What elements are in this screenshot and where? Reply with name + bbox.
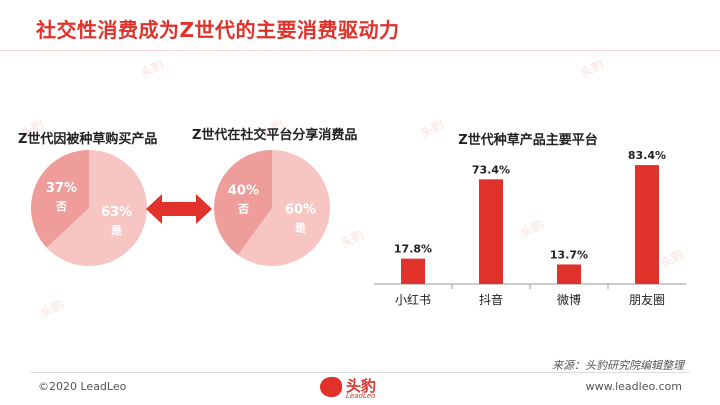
page-title: 社交性消费成为Z世代的主要消费驱动力 [36, 18, 400, 42]
watermark: 头豹 [578, 57, 607, 81]
double-arrow-icon [146, 194, 212, 224]
pie-label-yes-value: 60% [285, 202, 316, 217]
leopard-icon [320, 377, 342, 397]
logo-subtext: LeadLeo [346, 392, 376, 400]
website-link[interactable]: www.leadleo.com [585, 380, 682, 393]
pie-chart-2-title: Z世代在社交平台分享消费品 [192, 128, 358, 143]
pie-label-no: 否 [237, 203, 249, 216]
pie-label-no-value: 40% [228, 184, 259, 199]
bar-value-label: 83.4% [628, 149, 666, 162]
pie-slice-yes [46, 150, 147, 266]
bar [479, 179, 503, 284]
pie-label-yes: 是 [294, 221, 307, 234]
watermark: 头豹 [138, 57, 167, 81]
pie-label-no: 否 [55, 200, 67, 213]
bar-category-label: 抖音 [479, 292, 503, 307]
pie-chart-1-title: Z世代因被种草购买产品 [18, 132, 158, 147]
bar-category-label: 朋友圈 [629, 293, 665, 307]
footer-divider [30, 372, 690, 373]
bar-category-label: 小红书 [395, 292, 431, 307]
pie-label-yes: 是 [110, 224, 123, 237]
pie-slice-yes [237, 150, 330, 266]
source-note: 来源：头豹研究院编辑整理 [552, 359, 684, 372]
bar [557, 264, 581, 284]
pie-label-no-value: 37% [46, 181, 77, 196]
watermark: 头豹 [38, 297, 67, 321]
copyright-text: ©2020 LeadLeo [38, 380, 127, 393]
bar-value-label: 17.8% [394, 243, 432, 256]
logo-text: 头豹 [346, 377, 377, 395]
pie-slice-no [31, 150, 89, 248]
title-divider [0, 50, 720, 51]
bar-chart-title: Z世代种草产品主要平台 [458, 133, 598, 148]
bar-category-label: 微博 [557, 292, 581, 307]
bar-value-label: 13.7% [550, 248, 588, 261]
pie-chart-1: 37% 否 63% 是 [31, 150, 147, 266]
pie-slice-no [214, 150, 272, 255]
bar-chart: 17.8% 小红书 73.4% 抖音 13.7% 微博 83.4% 朋友圈 [374, 149, 686, 307]
bar-value-label: 73.4% [472, 163, 510, 176]
pie-chart-2: 40% 否 60% 是 [214, 150, 330, 266]
bar [635, 165, 659, 284]
pie-label-yes-value: 63% [101, 205, 132, 220]
company-logo: 头豹 LeadLeo [318, 374, 408, 402]
bar [401, 258, 425, 284]
double-arrow-shape [146, 194, 212, 224]
